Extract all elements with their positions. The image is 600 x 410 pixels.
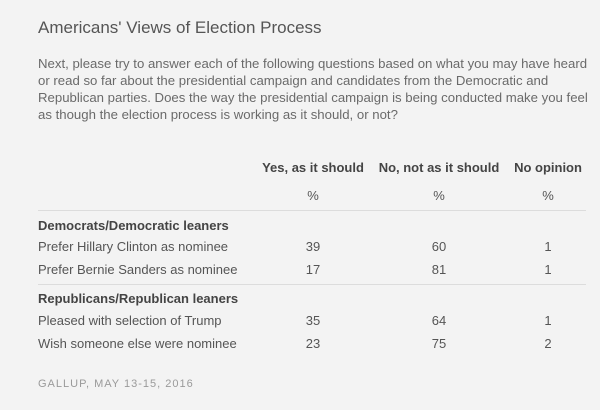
table-row: Prefer Hillary Clinton as nominee 39 60 … bbox=[0, 239, 600, 257]
data-label: 2 bbox=[544, 336, 552, 351]
data-label: 64 bbox=[431, 313, 447, 328]
column-header-no: No, not as it should bbox=[378, 160, 500, 175]
row-label: Prefer Bernie Sanders as nominee bbox=[38, 262, 238, 277]
data-label: 81 bbox=[431, 262, 447, 277]
chart-title: Americans' Views of Election Process bbox=[38, 18, 322, 37]
table-row: Pleased with selection of Trump 35 64 1 bbox=[0, 313, 600, 331]
unit-label-yes: % bbox=[307, 188, 319, 203]
survey-question: Next, please try to answer each of the f… bbox=[38, 56, 588, 122]
table-row: Prefer Bernie Sanders as nominee 17 81 1 bbox=[0, 262, 600, 280]
row-label: Prefer Hillary Clinton as nominee bbox=[38, 239, 229, 254]
data-label: 1 bbox=[544, 262, 552, 277]
divider bbox=[38, 210, 586, 211]
data-label: 35 bbox=[305, 313, 321, 328]
row-label: Pleased with selection of Trump bbox=[38, 313, 222, 328]
table-row: Wish someone else were nominee 23 75 2 bbox=[0, 336, 600, 354]
source-note: GALLUP, MAY 13-15, 2016 bbox=[38, 378, 194, 390]
data-label: 60 bbox=[431, 239, 447, 254]
data-label: 75 bbox=[431, 336, 447, 351]
row-label: Wish someone else were nominee bbox=[38, 336, 237, 351]
group-label-republicans: Republicans/Republican leaners bbox=[38, 291, 239, 306]
data-label: 39 bbox=[305, 239, 321, 254]
data-label: 1 bbox=[544, 313, 552, 328]
column-header-yes: Yes, as it should bbox=[262, 160, 364, 175]
divider bbox=[38, 284, 586, 285]
data-label: 23 bbox=[305, 336, 321, 351]
unit-label-no-opinion: % bbox=[542, 188, 554, 203]
data-label: 17 bbox=[305, 262, 321, 277]
data-label: 1 bbox=[544, 239, 552, 254]
group-label-democrats: Democrats/Democratic leaners bbox=[38, 218, 229, 233]
column-header-no-opinion: No opinion bbox=[514, 160, 582, 175]
unit-label-no: % bbox=[433, 188, 445, 203]
